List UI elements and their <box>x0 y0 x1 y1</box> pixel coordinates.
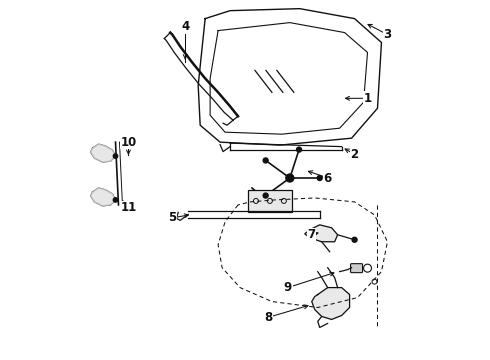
Circle shape <box>113 198 118 202</box>
Text: 8: 8 <box>264 311 272 324</box>
Polygon shape <box>305 225 338 242</box>
Text: 6: 6 <box>323 171 332 185</box>
Text: 4: 4 <box>181 20 189 33</box>
Polygon shape <box>91 188 116 206</box>
Text: 10: 10 <box>121 136 137 149</box>
Circle shape <box>113 154 118 158</box>
Text: 2: 2 <box>350 148 359 161</box>
Bar <box>248 190 292 212</box>
Circle shape <box>263 158 268 163</box>
Text: 1: 1 <box>364 92 371 105</box>
Circle shape <box>263 193 268 198</box>
Polygon shape <box>312 288 349 319</box>
Circle shape <box>286 174 294 182</box>
Text: 7: 7 <box>308 228 316 241</box>
Polygon shape <box>91 144 116 162</box>
Circle shape <box>317 176 322 180</box>
Text: 3: 3 <box>383 28 392 41</box>
FancyBboxPatch shape <box>350 264 363 273</box>
Text: 11: 11 <box>121 201 137 215</box>
Circle shape <box>296 147 301 152</box>
Circle shape <box>352 237 357 242</box>
Text: 9: 9 <box>284 281 292 294</box>
Text: 5: 5 <box>168 211 176 224</box>
